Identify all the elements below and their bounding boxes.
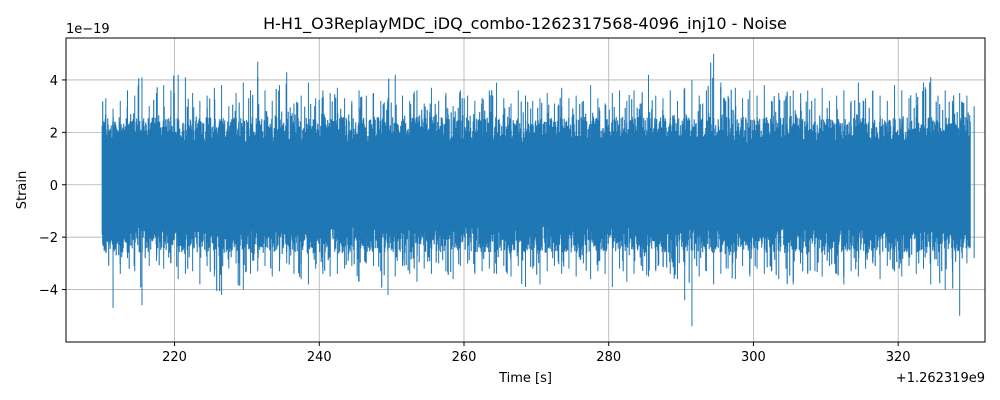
x-tick-label: 300 [741,350,766,365]
x-tick-label: 240 [307,350,332,365]
y-tick-label: 2 [50,126,58,141]
y-axis-scale-label: 1e−19 [66,22,110,37]
chart-title: H-H1_O3ReplayMDC_iDQ_combo-1262317568-40… [263,14,787,34]
y-tick-label: 0 [50,179,58,194]
plot-area [65,37,986,343]
x-tick-label: 220 [162,350,187,365]
y-tick-label: −2 [39,231,58,246]
x-axis-label: Time [s] [498,371,552,386]
strain-series-trace [101,62,971,292]
x-axis-offset-label: +1.262319e9 [896,371,985,386]
y-axis-label: Strain [15,171,30,210]
x-axis-ticks: 220 240 260 280 300 320 [162,342,911,365]
y-tick-label: −4 [39,284,58,299]
y-axis-ticks: −4 −2 0 2 4 [39,74,66,299]
x-tick-label: 280 [596,350,621,365]
axes-frame [65,37,986,343]
x-tick-label: 260 [452,350,477,365]
series-layer [101,53,975,327]
x-tick-label: 320 [886,350,911,365]
y-tick-label: 4 [50,74,58,89]
